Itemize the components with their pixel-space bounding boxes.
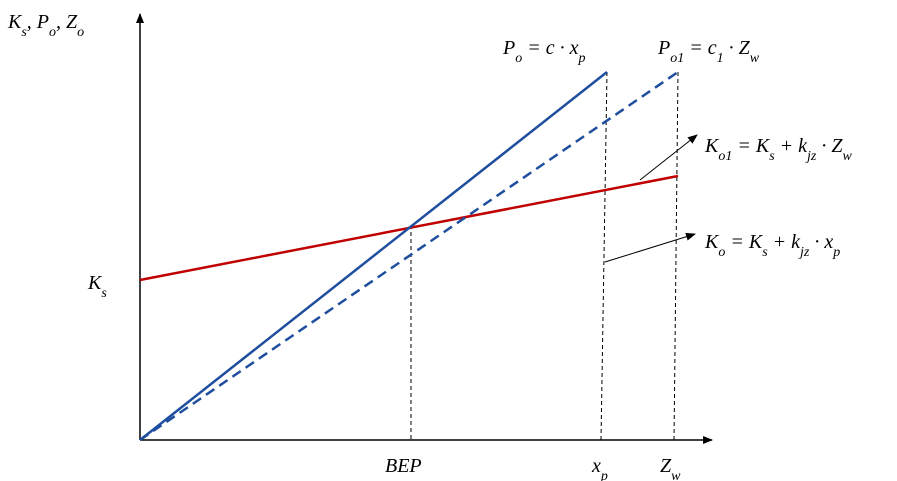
label-text: P [657,37,670,59]
xp-label: xp [591,455,608,481]
subscript: w [671,469,681,481]
ko1-label: Ko1 = Ks + kjz · Zw [704,135,852,164]
label-text: = K [725,231,763,253]
label-text: Z [660,455,672,477]
label-text: + k [768,231,801,253]
subscript: o1 [670,51,684,66]
label-text: = K [732,135,770,157]
subscript: o [77,25,84,40]
subscript: jz [798,245,810,260]
subscript: o [515,51,522,66]
subscript: s [769,149,775,164]
zw-label: Zw [660,455,681,481]
subscript: p [600,469,608,481]
xp-guide [600,71,608,441]
ks-label: Ks [87,272,107,301]
label-text: BEP [385,455,422,477]
pointer-arrow [639,134,698,181]
label-text: · x [809,231,833,253]
po1-label: Po1 = c1 · Zw [657,37,760,66]
subscript: 1 [717,51,724,66]
subscript: o1 [718,149,732,164]
subscript: s [762,245,768,260]
label-text: K [704,135,720,157]
revenue-line [139,71,608,441]
ko-label: Ko = Ks + kjz · xp [704,231,840,260]
label-text: K [704,231,720,253]
subscript: w [750,51,760,66]
revenue-line-dashed [139,70,679,442]
label-text: x [591,455,601,477]
label-text: P [502,37,515,59]
label-text: , Z [56,11,78,33]
po-label: Po = c · xp [502,37,585,66]
label-text: = c [684,37,716,59]
label-text: + k [775,135,808,157]
bep-label: BEP [385,455,422,477]
subscript: o [49,25,56,40]
label-text: K [7,11,23,33]
zw-guide [673,71,679,441]
label-text: K [87,272,103,294]
subscript: w [842,149,852,164]
subscript: s [101,286,107,301]
pointer-arrow [604,232,696,263]
subscript: o [718,245,725,260]
subscript: jz [805,149,817,164]
label-text: · Z [816,135,843,157]
subscript: p [577,51,585,66]
label-text: · Z [724,37,751,59]
subscript: s [21,25,27,40]
label-text: , P [27,11,49,33]
label-text: = c · x [522,37,578,59]
y-axis-label: Ks, Po, Zo [7,11,84,40]
subscript: p [832,245,840,260]
